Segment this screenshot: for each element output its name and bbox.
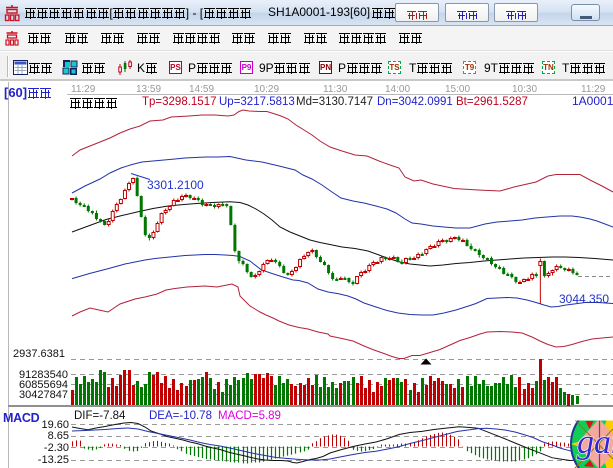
svg-text:gan: gan [577, 424, 613, 461]
